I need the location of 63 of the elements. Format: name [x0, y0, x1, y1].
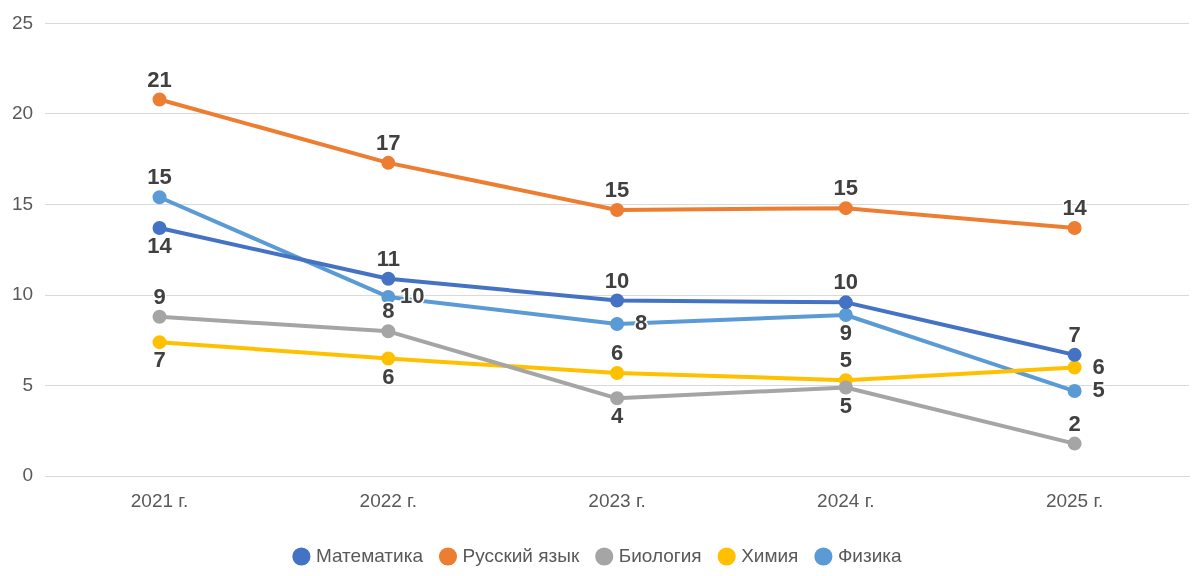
point	[1067, 384, 1082, 399]
x-tick-label: 2025 г.	[1045, 489, 1104, 511]
legend-label: Математика	[315, 544, 424, 566]
y-tick-label: 20	[11, 102, 34, 124]
data-label: 5	[1092, 377, 1105, 403]
data-label: 9	[839, 320, 852, 346]
point	[381, 324, 396, 339]
data-label: 17	[376, 129, 401, 155]
data-label: 10	[833, 269, 859, 295]
point	[1067, 221, 1082, 236]
y-tick-label: 0	[22, 464, 34, 486]
point	[1067, 436, 1082, 451]
data-label: 10	[604, 267, 630, 293]
point	[381, 351, 396, 366]
data-label: 15	[147, 164, 172, 190]
legend-label: Физика	[837, 544, 903, 566]
y-tick-label: 25	[11, 11, 34, 33]
point	[838, 380, 853, 395]
point	[152, 190, 167, 205]
point	[610, 293, 625, 308]
point	[1067, 360, 1082, 375]
data-label: 4	[610, 403, 624, 429]
y-tick-label: 5	[22, 373, 34, 395]
data-label: 11	[376, 245, 400, 271]
data-label: 7	[1068, 321, 1081, 347]
point	[381, 155, 396, 170]
data-label: 6	[1092, 353, 1105, 379]
x-tick-label: 2023 г.	[588, 489, 646, 511]
x-tick-label: 2024 г.	[817, 489, 875, 511]
data-label: 6	[382, 363, 395, 389]
data-label: 2	[1068, 410, 1081, 436]
data-label: 14	[147, 233, 173, 259]
point	[610, 365, 625, 380]
point	[152, 92, 167, 107]
point	[838, 295, 853, 310]
legend-label: Биология	[618, 544, 702, 566]
point	[1067, 347, 1082, 362]
data-label: 8	[382, 298, 395, 324]
point	[610, 391, 625, 406]
data-label: 15	[604, 177, 630, 203]
point	[152, 221, 167, 236]
point	[152, 309, 167, 324]
point	[381, 289, 396, 304]
point	[838, 308, 853, 322]
data-label: 15	[833, 175, 859, 201]
x-tick-label: 2022 г.	[359, 489, 418, 511]
data-label: 21	[147, 66, 172, 92]
point	[838, 201, 853, 216]
legend-label: Химия	[741, 544, 799, 566]
y-tick-label: 15	[11, 192, 34, 214]
point	[381, 271, 396, 286]
y-tick-label: 10	[11, 283, 34, 305]
x-tick-label: 2021 г.	[130, 489, 189, 511]
data-label: 5	[839, 392, 852, 418]
point	[610, 202, 625, 217]
legend-label: Русский язык	[462, 544, 580, 566]
point	[610, 317, 625, 332]
data-label: 9	[153, 283, 166, 309]
point	[152, 335, 167, 350]
data-label: 6	[610, 340, 624, 366]
data-label: 7	[153, 347, 166, 373]
data-label: 5	[839, 347, 852, 373]
data-label: 14	[1062, 195, 1088, 221]
